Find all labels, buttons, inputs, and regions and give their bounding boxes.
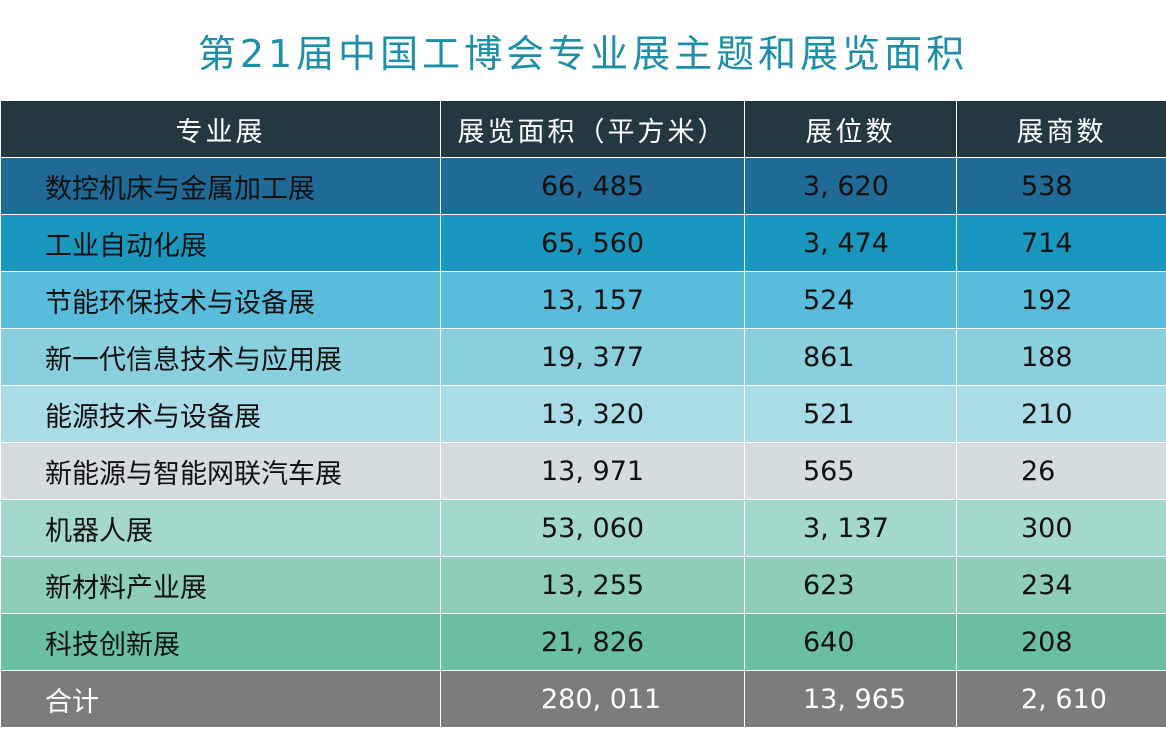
cell-booths: 623	[744, 556, 957, 614]
table-row: 机器人展 53, 060 3, 137 300	[0, 499, 1166, 557]
cell-booths: 565	[744, 442, 957, 500]
exhibition-table: 专业展 展览面积（平方米） 展位数 展商数 数控机床与金属加工展 66, 485…	[0, 100, 1166, 728]
page-title: 第21届中国工博会专业展主题和展览面积	[197, 31, 969, 76]
table-row: 节能环保技术与设备展 13, 157 524 192	[0, 271, 1166, 329]
cell-exhibitors: 188	[956, 328, 1166, 386]
cell-area: 53, 060	[440, 499, 745, 557]
table-row: 新能源与智能网联汽车展 13, 971 565 26	[0, 442, 1166, 500]
table-total-row: 合计 280, 011 13, 965 2, 610	[0, 670, 1166, 728]
header-exhibition: 专业展	[0, 100, 441, 158]
cell-booths: 640	[744, 613, 957, 671]
cell-exhibitors: 210	[956, 385, 1166, 443]
cell-exhibitors: 208	[956, 613, 1166, 671]
cell-exhibition-name: 工业自动化展	[0, 214, 441, 272]
cell-exhibition-name: 数控机床与金属加工展	[0, 157, 441, 215]
header-booths: 展位数	[744, 100, 957, 158]
header-exhibitors: 展商数	[956, 100, 1166, 158]
cell-area: 21, 826	[440, 613, 745, 671]
cell-exhibition-name: 机器人展	[0, 499, 441, 557]
cell-total-label: 合计	[0, 670, 441, 728]
cell-area: 66, 485	[440, 157, 745, 215]
cell-exhibition-name: 新材料产业展	[0, 556, 441, 614]
table-row: 科技创新展 21, 826 640 208	[0, 613, 1166, 671]
cell-exhibitors: 234	[956, 556, 1166, 614]
cell-total-booths: 13, 965	[744, 670, 957, 728]
cell-area: 13, 320	[440, 385, 745, 443]
cell-exhibitors: 300	[956, 499, 1166, 557]
cell-booths: 3, 620	[744, 157, 957, 215]
cell-area: 13, 971	[440, 442, 745, 500]
cell-booths: 861	[744, 328, 957, 386]
table-row: 工业自动化展 65, 560 3, 474 714	[0, 214, 1166, 272]
cell-area: 13, 157	[440, 271, 745, 329]
table-row: 新一代信息技术与应用展 19, 377 861 188	[0, 328, 1166, 386]
cell-area: 19, 377	[440, 328, 745, 386]
cell-total-exhibitors: 2, 610	[956, 670, 1166, 728]
cell-exhibitors: 714	[956, 214, 1166, 272]
header-area: 展览面积（平方米）	[440, 100, 745, 158]
table-row: 能源技术与设备展 13, 320 521 210	[0, 385, 1166, 443]
cell-total-area: 280, 011	[440, 670, 745, 728]
table-header-row: 专业展 展览面积（平方米） 展位数 展商数	[0, 100, 1166, 158]
cell-exhibitors: 538	[956, 157, 1166, 215]
table-row: 数控机床与金属加工展 66, 485 3, 620 538	[0, 157, 1166, 215]
cell-exhibition-name: 科技创新展	[0, 613, 441, 671]
cell-exhibition-name: 节能环保技术与设备展	[0, 271, 441, 329]
table-row: 新材料产业展 13, 255 623 234	[0, 556, 1166, 614]
cell-booths: 524	[744, 271, 957, 329]
cell-exhibition-name: 能源技术与设备展	[0, 385, 441, 443]
cell-exhibitors: 192	[956, 271, 1166, 329]
cell-booths: 3, 474	[744, 214, 957, 272]
cell-exhibition-name: 新一代信息技术与应用展	[0, 328, 441, 386]
cell-area: 65, 560	[440, 214, 745, 272]
cell-booths: 521	[744, 385, 957, 443]
cell-booths: 3, 137	[744, 499, 957, 557]
cell-area: 13, 255	[440, 556, 745, 614]
cell-exhibitors: 26	[956, 442, 1166, 500]
cell-exhibition-name: 新能源与智能网联汽车展	[0, 442, 441, 500]
